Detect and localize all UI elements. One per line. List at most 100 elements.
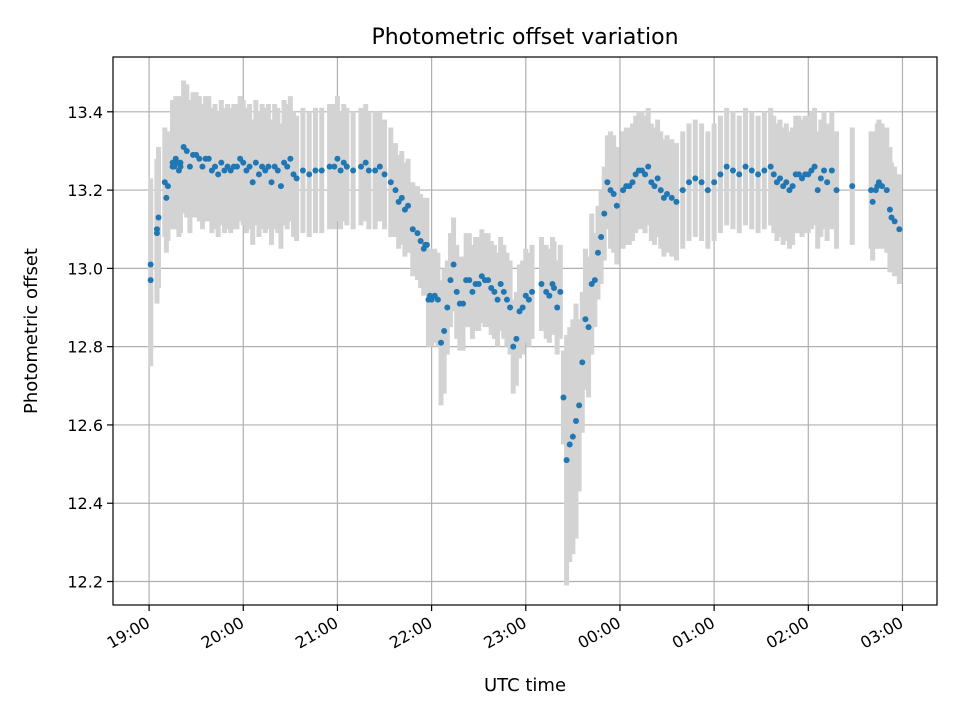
data-point (582, 316, 589, 323)
data-point (469, 288, 476, 295)
data-point (629, 179, 636, 186)
data-point (777, 175, 784, 182)
data-point (579, 359, 586, 366)
data-point (538, 281, 545, 288)
plot-frame (112, 56, 938, 606)
data-point (268, 179, 275, 186)
data-point (450, 261, 457, 268)
data-point (668, 194, 675, 201)
data-point (886, 206, 893, 213)
data-point (337, 167, 344, 174)
data-point (868, 187, 875, 194)
data-point (604, 179, 611, 186)
data-point (453, 288, 460, 295)
data-point (698, 179, 705, 186)
data-point (569, 433, 576, 440)
data-point (891, 218, 898, 225)
data-point (434, 296, 441, 303)
data-point (497, 281, 504, 288)
data-point (287, 155, 294, 162)
data-point (686, 179, 693, 186)
data-point (507, 304, 514, 311)
data-point (164, 183, 171, 190)
data-point (494, 296, 501, 303)
data-point (438, 339, 445, 346)
data-point (372, 167, 379, 174)
data-point (563, 457, 570, 464)
data-point (610, 191, 617, 197)
data-point (883, 187, 890, 194)
data-point (299, 167, 306, 174)
data-point (576, 402, 583, 409)
data-point (414, 230, 421, 237)
data-point (441, 328, 448, 334)
data-point (350, 167, 357, 174)
data-point (654, 175, 661, 182)
data-point (392, 187, 399, 194)
data-point (423, 241, 430, 248)
data-point (736, 171, 743, 178)
x-axis-label: UTC time (484, 675, 566, 696)
data-point (601, 210, 608, 217)
data-point (817, 175, 824, 182)
y-tick-label: 12.2 (67, 573, 103, 592)
chart-title: Photometric offset variation (371, 25, 678, 50)
data-point (573, 418, 580, 425)
data-point (529, 288, 536, 295)
data-point (357, 163, 364, 170)
data-point (199, 163, 206, 170)
data-point (560, 394, 567, 401)
y-tick-label: 13.0 (67, 259, 103, 278)
data-point (153, 230, 160, 237)
data-point (447, 277, 454, 284)
data-points (147, 144, 903, 464)
data-point (381, 171, 388, 178)
data-point (717, 171, 724, 178)
data-point (664, 191, 671, 197)
y-tick-label: 13.4 (67, 103, 103, 122)
y-tick-label: 12.6 (67, 416, 103, 435)
data-point (770, 171, 777, 178)
data-point (218, 159, 225, 166)
data-point (811, 163, 818, 170)
data-point (869, 198, 876, 205)
data-point (673, 198, 680, 205)
data-point (566, 441, 573, 448)
data-point (277, 183, 284, 190)
data-point (546, 292, 553, 299)
data-point (186, 163, 193, 170)
data-point (205, 155, 212, 162)
data-point (729, 167, 736, 174)
data-point (306, 171, 313, 178)
data-point (466, 277, 473, 284)
data-point (849, 183, 856, 190)
data-point (362, 159, 369, 166)
data-point (475, 281, 482, 288)
data-point (645, 163, 652, 170)
data-point (312, 167, 319, 174)
data-point (525, 296, 532, 303)
data-point (879, 183, 886, 190)
data-point (444, 304, 451, 311)
data-point (591, 277, 598, 284)
data-point (491, 288, 498, 295)
data-point (255, 171, 262, 178)
data-point (240, 159, 247, 166)
data-point (554, 304, 561, 311)
data-point (761, 167, 768, 174)
data-point (557, 288, 564, 295)
data-point (326, 163, 333, 170)
data-point (723, 163, 730, 170)
data-point (896, 226, 903, 233)
data-point (692, 175, 699, 182)
data-point (196, 155, 203, 162)
data-point (343, 163, 350, 170)
data-point (274, 167, 281, 174)
data-point (265, 163, 272, 170)
data-point (513, 335, 520, 342)
data-point (409, 226, 416, 233)
y-tick-label: 12.8 (67, 338, 103, 357)
y-axis-label: Photometric offset (21, 248, 42, 414)
data-point (334, 155, 341, 162)
